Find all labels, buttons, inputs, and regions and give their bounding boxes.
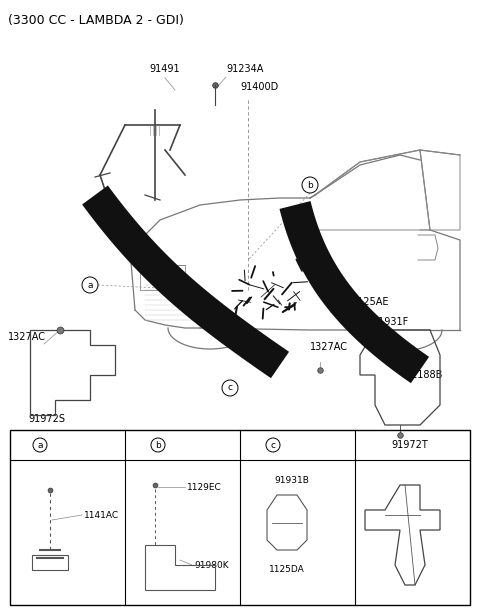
Text: c: c	[228, 384, 232, 392]
Text: 1141AC: 1141AC	[84, 510, 119, 519]
Text: 91980K: 91980K	[194, 561, 228, 570]
Polygon shape	[279, 201, 429, 383]
Text: c: c	[271, 440, 276, 449]
Text: b: b	[155, 440, 161, 449]
Text: 91972T: 91972T	[392, 440, 428, 450]
Polygon shape	[82, 185, 289, 378]
Text: 1125DA: 1125DA	[269, 565, 305, 574]
Text: 91400D: 91400D	[240, 82, 278, 92]
Text: 1327AC: 1327AC	[8, 332, 46, 342]
Text: b: b	[307, 181, 313, 190]
Text: 91234A: 91234A	[226, 64, 264, 74]
Text: 91972S: 91972S	[28, 414, 65, 424]
Text: 91931B: 91931B	[275, 476, 310, 485]
Text: 91491: 91491	[150, 64, 180, 74]
Bar	[10, 430, 470, 605]
Text: a: a	[37, 440, 43, 449]
Text: 91188B: 91188B	[405, 370, 443, 380]
Text: 1327AC: 1327AC	[310, 342, 348, 352]
Text: 1125AE: 1125AE	[352, 297, 389, 307]
Text: (3300 CC - LAMBDA 2 - GDI): (3300 CC - LAMBDA 2 - GDI)	[8, 14, 184, 27]
Text: 91931F: 91931F	[372, 317, 408, 327]
Text: a: a	[87, 281, 93, 289]
Text: 1129EC: 1129EC	[187, 483, 222, 491]
